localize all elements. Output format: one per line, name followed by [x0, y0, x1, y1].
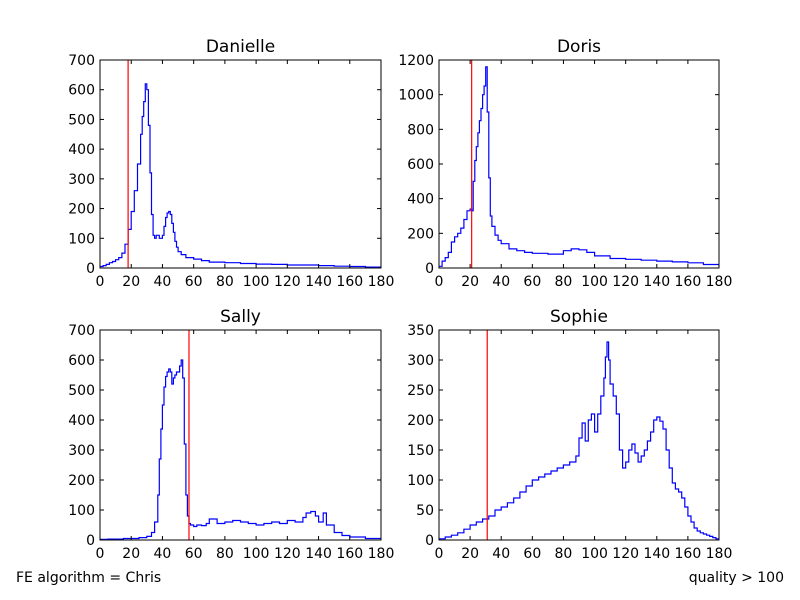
x-tick-label: 120	[274, 274, 301, 290]
x-tick-label: 20	[122, 274, 140, 290]
histogram-series-sophie	[439, 341, 719, 540]
y-tick-label: 400	[68, 413, 95, 429]
panel-sophie: 0 20 40 60 80 100 120 140 160 1800501001502002503…	[407, 307, 732, 562]
x-tick-label: 180	[706, 546, 733, 562]
y-tick-label: 100	[68, 503, 95, 519]
y-tick-label: 1200	[398, 53, 434, 69]
y-tick-label: 0	[425, 533, 434, 549]
histogram-series-doris	[439, 66, 719, 267]
y-tick-label: 1000	[398, 88, 434, 104]
x-tick-label: 140	[305, 274, 332, 290]
footer-algorithm-note: FE algorithm = Chris	[16, 570, 162, 586]
x-tick-label: 20	[461, 546, 479, 562]
x-tick-label: 0	[435, 274, 444, 290]
y-tick-label: 0	[425, 261, 434, 277]
x-tick-label: 160	[675, 274, 702, 290]
x-tick-label: 0	[96, 274, 105, 290]
y-tick-label: 500	[68, 383, 95, 399]
x-tick-label: 140	[305, 546, 332, 562]
axes-frame	[99, 59, 382, 269]
panel-doris: 0 20 40 60 80 100 120 140 160 180 0 200 400 600 800 100…	[398, 37, 732, 290]
axes-frame	[99, 329, 382, 541]
panel-sally: 0 20 40 60 80 100 120 140 160 1800100200300400500…	[68, 307, 394, 562]
y-tick-label: 200	[68, 202, 95, 218]
y-tick-label: 600	[68, 83, 95, 99]
y-tick-label: 300	[68, 172, 95, 188]
y-tick-label: 200	[407, 226, 434, 242]
x-tick-label: 160	[675, 546, 702, 562]
y-tick-label: 600	[68, 353, 95, 369]
panel-title: Doris	[557, 37, 601, 57]
axes-frame	[438, 59, 720, 269]
y-tick-label: 700	[68, 53, 95, 69]
panel-title: Sophie	[550, 307, 608, 327]
y-tick-label: 700	[68, 323, 95, 339]
x-tick-label: 160	[336, 546, 363, 562]
x-tick-label: 120	[274, 546, 301, 562]
x-tick-label: 80	[216, 546, 234, 562]
axes-frame	[438, 329, 720, 541]
y-tick-label: 300	[68, 443, 95, 459]
y-tick-label: 200	[407, 413, 434, 429]
y-tick-label: 800	[407, 122, 434, 138]
x-tick-label: 40	[154, 274, 172, 290]
x-tick-label: 60	[185, 546, 203, 562]
histogram-series-danielle	[100, 83, 381, 268]
y-tick-label: 200	[68, 473, 95, 489]
x-tick-label: 80	[555, 274, 573, 290]
x-tick-label: 60	[523, 274, 541, 290]
x-tick-label: 100	[581, 274, 608, 290]
panel-title: Sally	[220, 307, 261, 327]
footer-quality-note: quality > 100	[688, 570, 784, 586]
panel-title: Danielle	[206, 37, 275, 57]
x-tick-label: 80	[555, 546, 573, 562]
x-tick-label: 0	[96, 546, 105, 562]
y-tick-label: 300	[407, 353, 434, 369]
histogram-series-sally	[100, 359, 381, 540]
x-tick-label: 20	[122, 546, 140, 562]
y-tick-label: 350	[407, 323, 434, 339]
x-tick-label: 40	[492, 274, 510, 290]
x-tick-label: 180	[368, 274, 395, 290]
x-tick-label: 60	[185, 274, 203, 290]
y-tick-label: 150	[407, 443, 434, 459]
y-tick-label: 400	[68, 142, 95, 158]
x-tick-label: 0	[435, 546, 444, 562]
x-tick-label: 100	[243, 546, 270, 562]
x-tick-label: 140	[643, 546, 670, 562]
x-tick-label: 100	[581, 546, 608, 562]
x-tick-label: 120	[612, 546, 639, 562]
x-tick-label: 20	[461, 274, 479, 290]
y-tick-label: 50	[416, 503, 434, 519]
x-tick-label: 40	[492, 546, 510, 562]
y-tick-label: 0	[86, 261, 95, 277]
x-tick-label: 180	[706, 274, 733, 290]
x-tick-label: 120	[612, 274, 639, 290]
panel-danielle: 0 20 40 60 80 100 120 140 160 1800100200300400500…	[68, 37, 394, 290]
y-tick-label: 100	[407, 473, 434, 489]
x-tick-label: 60	[523, 546, 541, 562]
x-tick-label: 160	[336, 274, 363, 290]
x-tick-label: 100	[243, 274, 270, 290]
x-tick-label: 40	[154, 546, 172, 562]
y-tick-label: 0	[86, 533, 95, 549]
x-tick-label: 180	[368, 546, 395, 562]
x-tick-label: 140	[643, 274, 670, 290]
x-tick-label: 80	[216, 274, 234, 290]
y-tick-label: 100	[68, 231, 95, 247]
y-tick-label: 250	[407, 383, 434, 399]
y-tick-label: 600	[407, 157, 434, 173]
y-tick-label: 500	[68, 112, 95, 128]
y-tick-label: 400	[407, 192, 434, 208]
